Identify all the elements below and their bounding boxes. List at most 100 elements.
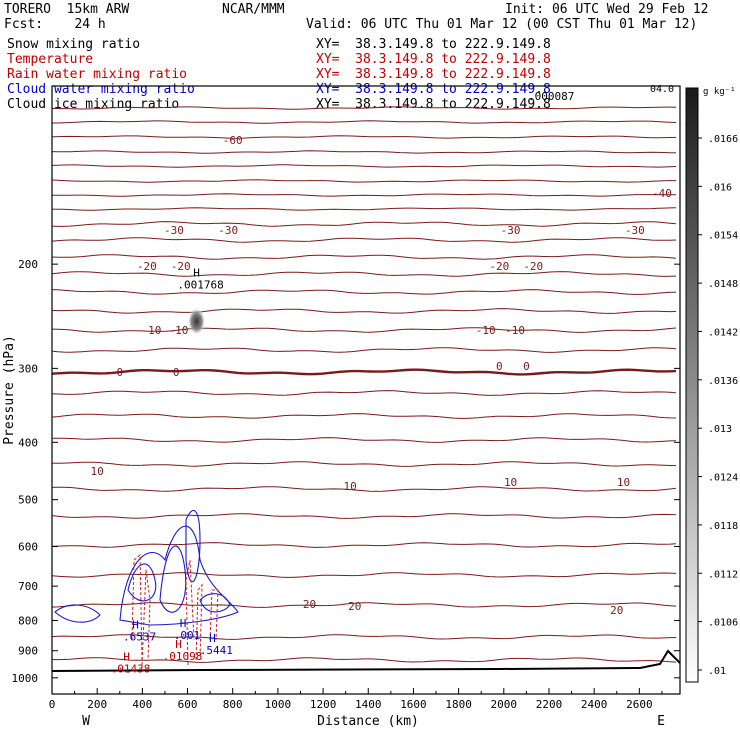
isotherm-label: -20: [171, 260, 191, 273]
isotherm: [51, 347, 677, 353]
y-tick-label: 200: [18, 258, 38, 271]
isotherm: [51, 106, 677, 110]
x-tick-label: 600: [178, 698, 198, 711]
colorbar-tick-label: .0148: [708, 279, 738, 290]
extremum-marker: H: [175, 638, 182, 651]
isotherm: [51, 237, 677, 243]
rain-water-contour: [195, 583, 203, 661]
extremum-value: .6537: [123, 630, 156, 643]
isotherm-label: 0: [116, 366, 123, 379]
isotherm-label: -10: [141, 324, 161, 337]
contour-labels: -60-40-30 -30 -30 -30-20 -20 -20 -20-10 -10 -10-…: [91, 84, 675, 676]
x-tick-label: 2000: [491, 698, 518, 711]
top-right-label: 04.0: [650, 84, 674, 95]
colorbar-tick-label: .0136: [708, 376, 738, 387]
isotherm-label: 0: [523, 360, 530, 373]
x-tick-label: 2400: [581, 698, 608, 711]
cloud-water-contour: [199, 593, 231, 613]
cloud-water-contour: [54, 604, 101, 623]
isotherm: [51, 437, 677, 443]
extremum-marker: H: [193, 267, 200, 280]
colorbar-tick-label: .013: [708, 424, 732, 435]
isotherm-label: -20: [523, 260, 543, 273]
colorbar: g kg⁻¹ .0166 .016 .0154 .0148 .0142 .0136 .013…: [685, 87, 738, 683]
y-tick-label: 600: [18, 541, 38, 554]
isotherm: [51, 461, 677, 467]
isotherm: [52, 193, 677, 197]
isotherm-label: 20: [610, 604, 623, 617]
x-axis-west-label: W: [82, 714, 90, 729]
x-tick-label: 400: [132, 698, 152, 711]
y-tick-label: 900: [18, 645, 38, 658]
isotherm: [51, 413, 677, 419]
isotherm: [51, 221, 677, 227]
rain-water-contour: [185, 559, 195, 666]
colorbar-tick-label: .0106: [708, 618, 738, 629]
colorbar-tick-label: .0154: [708, 231, 738, 242]
isotherm-label: -30: [164, 224, 184, 237]
x-axis: 0 200 400 600 800 1000 1200 1400 1600 1800 2000 220…: [49, 688, 663, 711]
colorbar-tick-label: .01: [708, 666, 726, 677]
extremum-marker: H: [209, 632, 216, 645]
isotherm-label: -30: [625, 224, 645, 237]
y-tick-label: 300: [18, 362, 38, 375]
colorbar-tick-label: .0118: [708, 521, 738, 532]
y-axis-label: Pressure (hPa): [2, 335, 17, 445]
model-title: TORERO 15km ARW: [4, 2, 130, 17]
colorbar-gradient: [685, 87, 699, 683]
isotherm-label: 10: [91, 465, 104, 478]
y-tick-label: 800: [18, 614, 38, 627]
isotherm-label: 10: [617, 476, 630, 489]
colorbar-tick-label: .0112: [708, 569, 738, 580]
rain-water-contour: [141, 569, 151, 666]
isotherm: [51, 657, 677, 663]
y-tick-label: 1000: [12, 672, 39, 685]
extremum-value: .01098: [163, 650, 203, 663]
isotherm: [51, 135, 677, 139]
x-tick-label: 0: [49, 698, 56, 711]
extremum-marker: H: [180, 617, 187, 630]
field-label-rain: Rain water mixing ratio: [7, 67, 188, 82]
colorbar-tick-label: .016: [708, 182, 732, 193]
extremum-value: .001768: [177, 279, 223, 292]
rain-water-contour: [131, 553, 143, 661]
extremum-marker: H: [132, 618, 139, 631]
colorbar-tick-label: .0142: [708, 327, 738, 338]
isotherm-label: -30: [218, 224, 238, 237]
isotherm: [51, 634, 676, 640]
isotherm: [51, 327, 677, 333]
x-axis-east-label: E: [657, 714, 665, 729]
cloud-water-contour: [127, 563, 157, 602]
isotherm: [51, 289, 677, 295]
x-tick-label: 1000: [265, 698, 292, 711]
extremum-value: .01438: [111, 663, 151, 676]
init-time: Init: 06 UTC Wed 29 Feb 12: [505, 2, 709, 17]
isotherm: [51, 486, 677, 492]
plot-frame: [51, 85, 681, 695]
isotherm: [51, 271, 677, 277]
isotherm: [51, 308, 677, 314]
isotherm: [51, 572, 677, 578]
colorbar-tick-label: .0166: [708, 134, 738, 145]
isotherm-label: 0: [496, 360, 503, 373]
isotherm: [51, 150, 677, 154]
isotherm: [51, 542, 677, 548]
isotherm: [51, 179, 676, 183]
isotherm: [51, 254, 677, 260]
rain-water-contour: [209, 589, 219, 641]
isotherm-label: -10: [169, 324, 189, 337]
x-tick-label: 1200: [310, 698, 337, 711]
valid-time: Valid: 06 UTC Thu 01 Mar 12 (00 CST Thu …: [306, 17, 698, 32]
x-tick-label: 800: [223, 698, 243, 711]
extremum-value: .5441: [200, 644, 233, 657]
x-tick-label: 1600: [400, 698, 427, 711]
isotherm-lines: [51, 106, 677, 663]
isotherm: [52, 120, 677, 124]
field-xy-temperature: XY= 38.3.149.8 to 222.9.149.8: [316, 52, 551, 67]
colorbar-unit: g kg⁻¹: [703, 87, 736, 97]
y-tick-label: 400: [18, 436, 38, 449]
x-tick-label: 1400: [355, 698, 382, 711]
forecast-hour: Fcst: 24 h: [4, 17, 106, 32]
